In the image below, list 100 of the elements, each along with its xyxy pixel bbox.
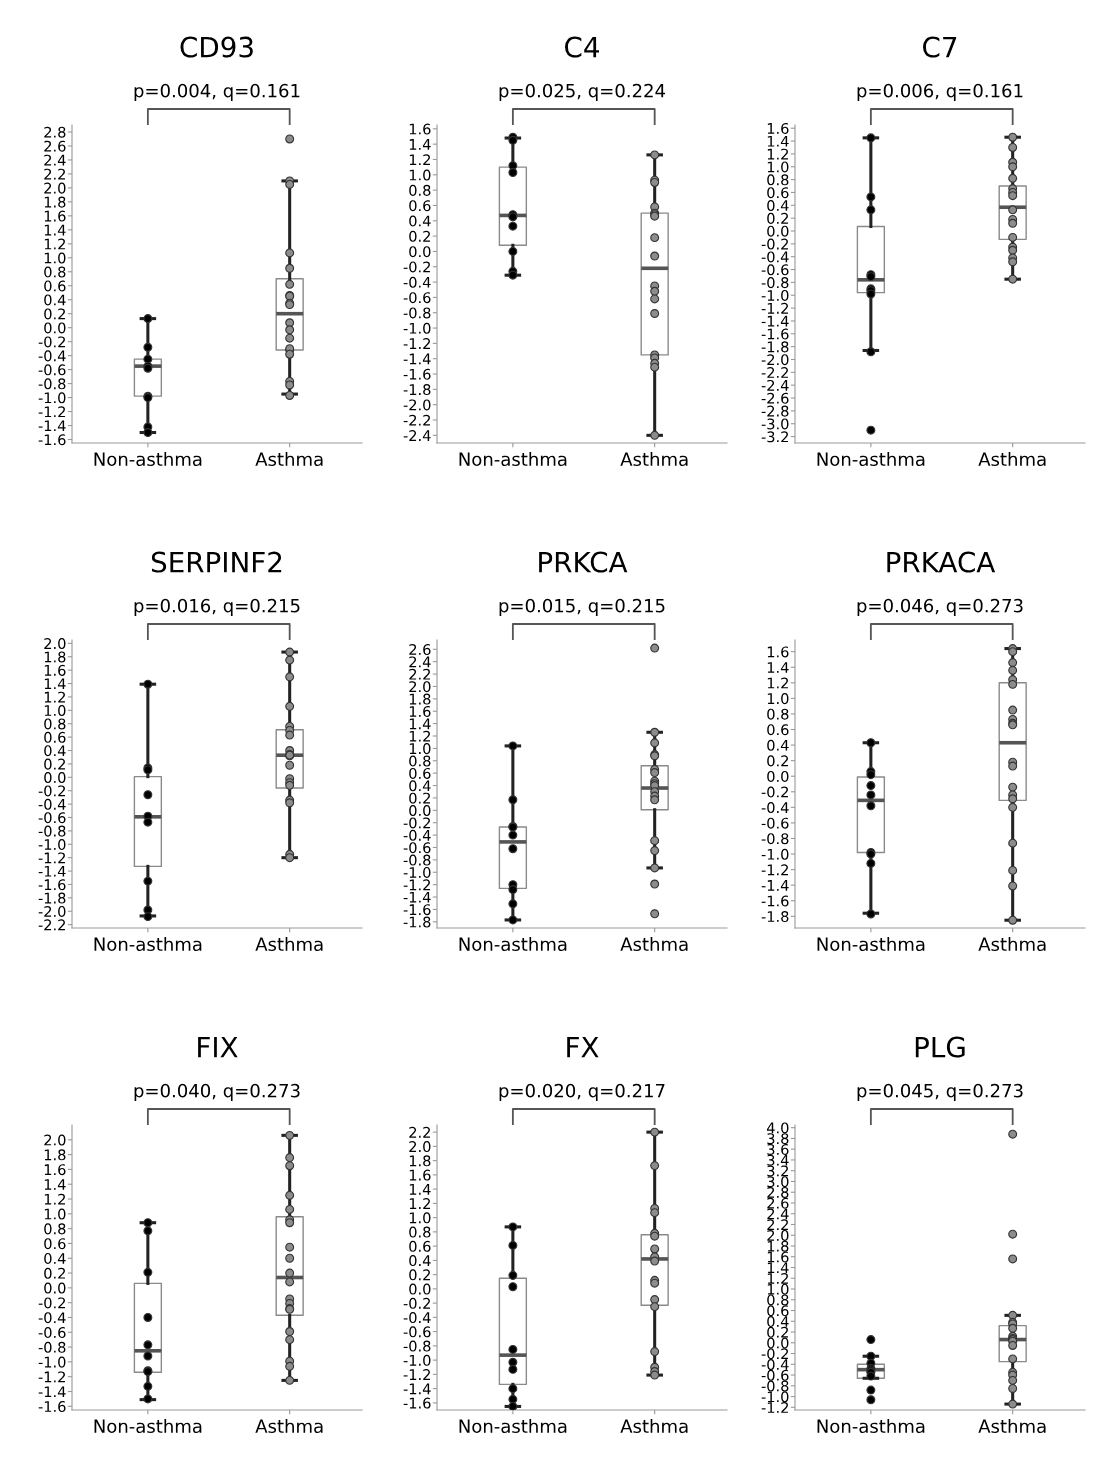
y-tick-label: 1.6 bbox=[44, 210, 66, 222]
y-tick-label: 0.6 bbox=[767, 724, 789, 736]
y-tick-label: 1.8 bbox=[44, 651, 66, 663]
y-tick-label: -1.2 bbox=[403, 879, 430, 891]
y-tick-label: 2.2 bbox=[767, 1219, 788, 1231]
y-tick-label: -1.8 bbox=[38, 892, 66, 904]
y-tick-label: 2.0 bbox=[44, 182, 66, 194]
y-tick-label: -1.2 bbox=[761, 302, 788, 314]
y-tick-label: -0.4 bbox=[38, 798, 66, 810]
y-tick-label: 0.0 bbox=[767, 225, 789, 237]
y-tick-label: 1.0 bbox=[409, 1212, 431, 1224]
y-tick-label: 2.0 bbox=[409, 1141, 431, 1153]
y-tick-label: 1.0 bbox=[767, 161, 789, 173]
y-tick-label: 1.6 bbox=[767, 1251, 789, 1263]
y-tick-label: -1.8 bbox=[761, 911, 789, 923]
y-tick-label: -1.2 bbox=[403, 338, 430, 349]
text: p=0.045, q=0.273 bbox=[857, 1083, 1023, 1101]
y-tick-label: -0.6 bbox=[761, 817, 789, 829]
chart-title: FIX bbox=[198, 1036, 238, 1058]
y-tick-label: 0.0 bbox=[767, 1337, 789, 1349]
text: p=0.020, q=0.217 bbox=[499, 1083, 665, 1101]
y-tick-label: -0.2 bbox=[761, 238, 788, 250]
y-tick-label: -1.6 bbox=[403, 904, 431, 916]
y-tick-label: 0.8 bbox=[409, 1226, 431, 1238]
x-tick-label: Asthma bbox=[978, 1419, 1046, 1433]
y-tick-label: 2.0 bbox=[44, 638, 66, 650]
y-tick-label: -0.2 bbox=[38, 336, 65, 348]
y-tick-label: 1.0 bbox=[44, 252, 66, 264]
y-tick-label: -2.6 bbox=[761, 392, 789, 404]
y-tick-label: 0.6 bbox=[409, 767, 431, 779]
y-tick-label: -1.4 bbox=[38, 420, 66, 432]
y-tick-label: -1.6 bbox=[38, 434, 66, 446]
chart-title: CD93 bbox=[180, 36, 253, 58]
x-tick-label: Asthma bbox=[620, 452, 688, 466]
text: p=0.006, q=0.161 bbox=[857, 83, 1023, 101]
y-tick-label: -0.8 bbox=[761, 833, 789, 845]
y-tick-label: 1.8 bbox=[767, 1240, 789, 1252]
y-tick-label: -0.4 bbox=[761, 1359, 789, 1371]
y-tick-label: -1.0 bbox=[403, 866, 431, 879]
y-tick-label: 1.4 bbox=[767, 135, 789, 147]
y-tick-label: -1.8 bbox=[403, 916, 431, 928]
y-tick-label: -0.6 bbox=[38, 364, 66, 376]
y-tick-label: 2.4 bbox=[44, 154, 66, 166]
y-tick-label: -1.6 bbox=[761, 895, 789, 907]
y-tick-label: 1.0 bbox=[44, 1208, 66, 1220]
y-tick-label: 1.2 bbox=[767, 1272, 788, 1284]
y-tick-label: -0.6 bbox=[403, 1326, 431, 1338]
y-tick-label: 1.2 bbox=[767, 677, 788, 689]
x-tick-label: Non-asthma bbox=[817, 937, 925, 951]
y-tick-label: -0.8 bbox=[403, 1340, 431, 1352]
y-tick-label: -1.6 bbox=[403, 368, 431, 380]
y-tick-label: 1.8 bbox=[44, 1149, 66, 1161]
y-tick-label: -0.4 bbox=[38, 1312, 66, 1324]
y-tick-label: 0.8 bbox=[767, 174, 789, 186]
y-tick-label: -0.4 bbox=[403, 276, 431, 288]
x-tick-label: Non-asthma bbox=[459, 1419, 567, 1433]
y-tick-label: 1.4 bbox=[409, 718, 431, 730]
y-tick-label: 2.4 bbox=[767, 1208, 789, 1220]
y-tick-label: 0.4 bbox=[409, 1255, 431, 1267]
y-tick-label: 0.6 bbox=[44, 280, 66, 292]
y-tick-label: -0.2 bbox=[761, 786, 788, 798]
y-tick-label: 0.4 bbox=[767, 1315, 789, 1328]
y-tick-label: 2.0 bbox=[44, 1134, 66, 1146]
y-tick-label: 1.4 bbox=[44, 224, 66, 236]
y-tick-label: 1.4 bbox=[44, 678, 66, 690]
y-tick-label: 2.2 bbox=[44, 168, 65, 180]
x-tick-label: Asthma bbox=[620, 937, 688, 951]
y-tick-label: 1.2 bbox=[409, 730, 430, 742]
chart-title: FX bbox=[567, 1036, 599, 1058]
x-tick-label: Asthma bbox=[255, 1419, 323, 1433]
y-tick-label: 2.2 bbox=[409, 1126, 430, 1138]
y-tick-label: 2.6 bbox=[44, 140, 66, 152]
text: p=0.015, q=0.215 bbox=[499, 598, 665, 616]
y-tick-label: 0.8 bbox=[767, 1294, 789, 1306]
x-tick-label: Asthma bbox=[620, 1419, 688, 1433]
y-tick-label: 0.6 bbox=[767, 1305, 789, 1317]
y-tick-label: -0.2 bbox=[403, 261, 430, 273]
y-tick-label: -1.0 bbox=[761, 289, 789, 301]
y-tick-label: -0.8 bbox=[38, 378, 66, 390]
y-tick-label: -0.4 bbox=[761, 802, 789, 814]
y-tick-label: 1.2 bbox=[44, 691, 65, 703]
y-tick-label: -0.6 bbox=[38, 1326, 66, 1339]
y-tick-label: -1.2 bbox=[403, 1369, 430, 1380]
y-tick-label: 0.2 bbox=[767, 755, 788, 767]
y-tick-label: -3.2 bbox=[761, 431, 788, 443]
y-tick-label: 0.2 bbox=[44, 308, 65, 320]
text: p=0.016, q=0.215 bbox=[134, 598, 300, 616]
y-tick-label: -1.4 bbox=[403, 891, 431, 903]
y-tick-label: -0.8 bbox=[38, 825, 66, 837]
y-tick-label: -0.2 bbox=[403, 817, 430, 829]
y-tick-label: -1.6 bbox=[38, 879, 66, 891]
y-tick-label: 1.6 bbox=[409, 1169, 431, 1181]
y-tick-label: -1.4 bbox=[761, 315, 789, 327]
y-tick-label: 0.4 bbox=[409, 780, 431, 792]
y-tick-label: 2.0 bbox=[767, 1229, 789, 1241]
y-tick-label: -2.0 bbox=[761, 354, 789, 366]
y-tick-label: -3.0 bbox=[761, 418, 789, 430]
y-tick-label: 0.2 bbox=[767, 212, 788, 224]
y-tick-label: 1.6 bbox=[44, 664, 66, 676]
y-tick-label: 1.8 bbox=[409, 693, 431, 705]
